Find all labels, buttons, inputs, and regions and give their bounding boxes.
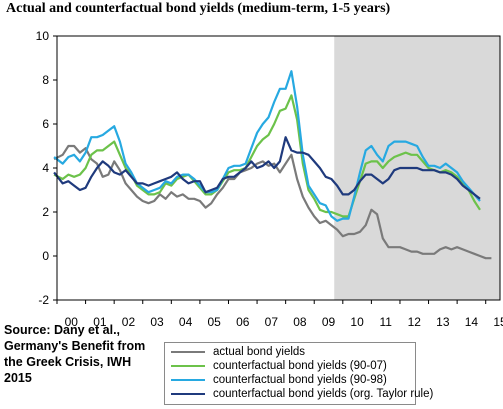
y-tick-label: 2 [42, 205, 49, 219]
legend-label-actual: actual bond yields [213, 346, 306, 358]
x-tick-label: 12 [408, 315, 422, 329]
chart-title: Actual and counterfactual bond yields (m… [6, 1, 391, 16]
legend-item-actual: actual bond yields [171, 345, 305, 359]
x-tick-label: 11 [379, 315, 392, 329]
x-tick-label: 00 [65, 315, 79, 329]
x-tick-label: 08 [293, 315, 307, 329]
y-axis: -2 0 2 4 6 8 10 [36, 29, 57, 307]
x-tick-label: 03 [150, 315, 164, 329]
legend-swatch-90-07 [171, 365, 205, 367]
legend-item-taylor: counterfactual bond yields (org. Taylor … [171, 387, 433, 401]
series-taylor-line [53, 136, 481, 200]
x-tick-label: 13 [436, 315, 450, 329]
y-tick-label: 10 [36, 29, 50, 43]
y-tick-label: 8 [42, 73, 49, 87]
source-note: Source: Dany et al., Germany's Benefit f… [4, 323, 146, 385]
x-tick-label: 15 [493, 315, 503, 329]
legend-item-90-07: counterfactual bond yields (90-07) [171, 359, 387, 373]
y-tick-label: 0 [42, 249, 49, 263]
legend-swatch-actual [171, 351, 205, 353]
x-axis: 00 01 02 03 04 05 06 07 08 09 10 11 12 13 14 15 [56, 300, 503, 329]
x-tick-label: 09 [322, 315, 336, 329]
x-tick-label: 06 [236, 315, 250, 329]
y-tick-label: 4 [42, 161, 49, 175]
legend-label-taylor: counterfactual bond yields (org. Taylor … [213, 388, 434, 400]
legend-swatch-90-98 [171, 379, 205, 381]
legend-swatch-taylor [171, 393, 205, 395]
x-tick-label: 10 [350, 315, 364, 329]
x-tick-label: 07 [265, 315, 279, 329]
y-tick-label: -2 [38, 293, 49, 307]
x-tick-label: 05 [208, 315, 222, 329]
legend-item-90-98: counterfactual bond yields (90-98) [171, 373, 387, 387]
legend-label-90-07: counterfactual bond yields (90-07) [213, 360, 387, 372]
x-tick-label: 02 [122, 315, 136, 329]
series-90-98-line [53, 70, 481, 222]
series-actual-line [53, 144, 492, 260]
series-90-07-line [53, 94, 481, 218]
x-tick-label: 14 [465, 315, 479, 329]
legend-label-90-98: counterfactual bond yields (90-98) [213, 374, 387, 386]
y-tick-label: 6 [42, 117, 49, 131]
x-tick-label: 01 [93, 315, 107, 329]
x-tick-label: 04 [179, 315, 193, 329]
legend: actual bond yields counterfactual bond y… [164, 342, 433, 405]
